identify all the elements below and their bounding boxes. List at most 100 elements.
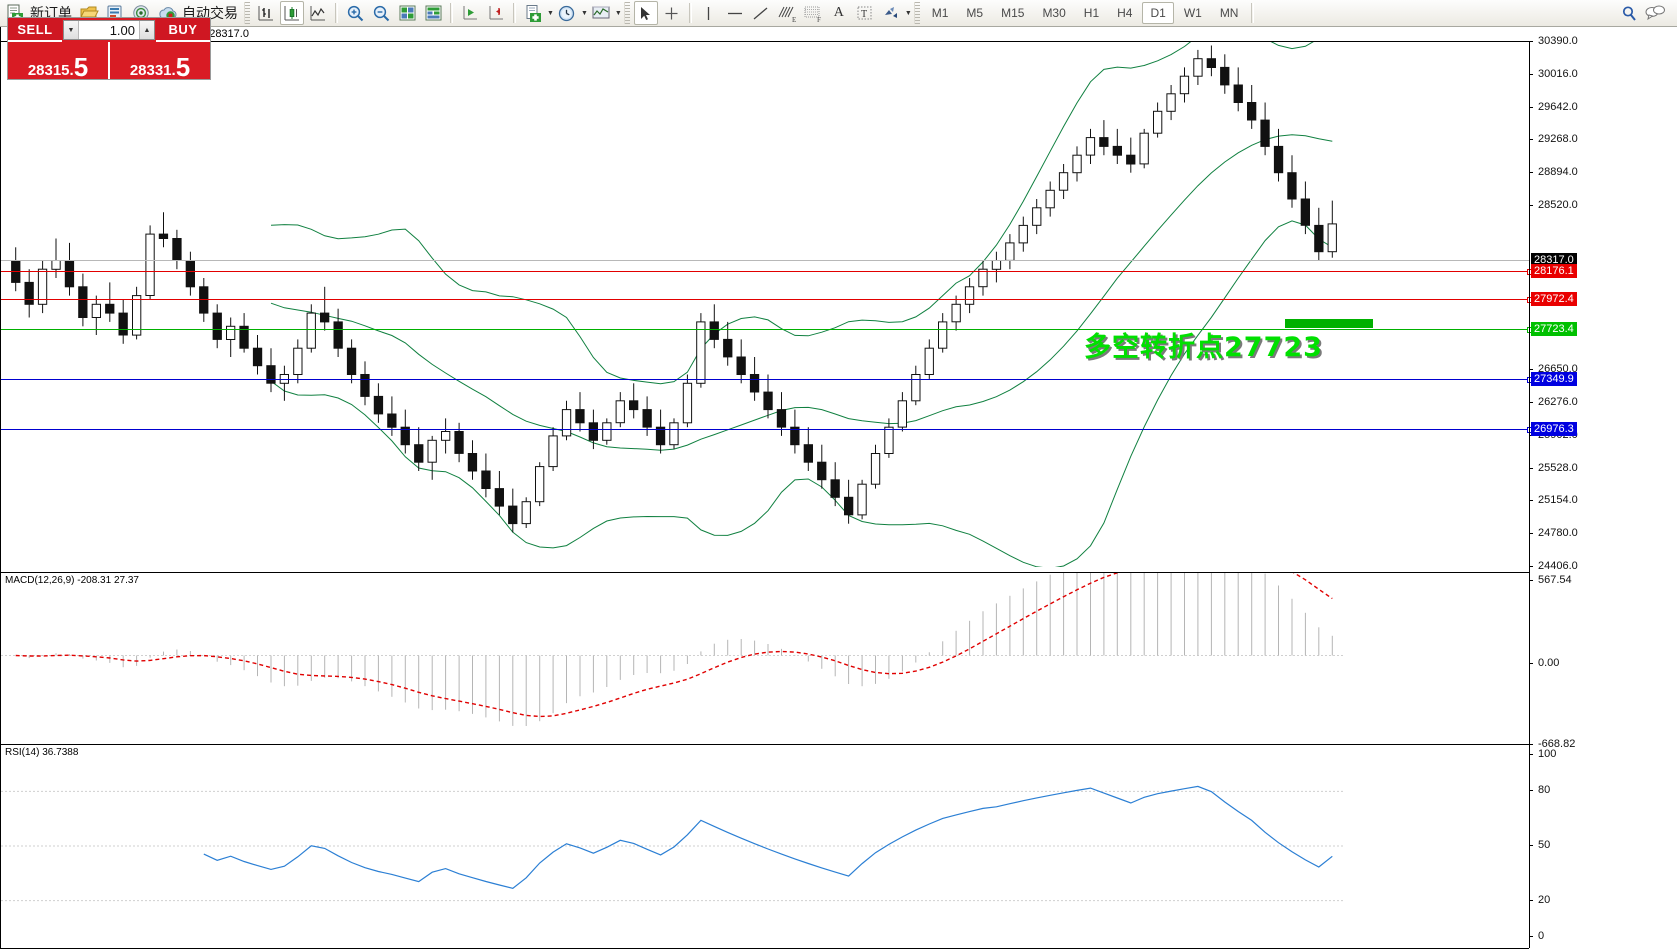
candlestick-chart-icon[interactable] <box>280 1 304 25</box>
shapes-icon[interactable] <box>879 1 903 25</box>
price-tick: 24406.0 <box>1529 560 1578 572</box>
timeframe-mn-button[interactable]: MN <box>1219 6 1239 20</box>
timeframe-h4-button[interactable]: H4 <box>1117 6 1133 20</box>
price-tick: 25528.0 <box>1529 462 1578 474</box>
macd-chart-canvas <box>1 573 1343 726</box>
horizontal-line-icon[interactable] <box>723 1 747 25</box>
elliott-wave-icon[interactable]: E <box>775 1 799 25</box>
svg-text:E: E <box>792 16 796 23</box>
data-window-icon[interactable] <box>421 1 445 25</box>
indicators-dropdown-caret-icon[interactable]: ▼ <box>614 9 622 17</box>
pivot-annotation-text[interactable]: 多空转折点27723 <box>1084 332 1323 363</box>
price-tick: 26276.0 <box>1529 396 1578 408</box>
timeframe-group: M1 M5 M15 M30 H1 H4 D1 W1 MN <box>923 2 1248 24</box>
buy-button[interactable]: BUY <box>156 18 210 42</box>
buy-price-decimal-point: . <box>171 62 176 79</box>
price-badge-horizontal-line[interactable]: 27972.4 <box>1531 292 1577 306</box>
periods-icon[interactable] <box>555 1 579 25</box>
toolbar-grip-2[interactable] <box>623 2 630 24</box>
macd-tick: 0.00 <box>1528 657 1559 669</box>
rsi-label: RSI(14) 36.7388 <box>5 747 79 758</box>
toolbar-separator-4 <box>688 3 692 23</box>
price-tick: 29642.0 <box>1529 101 1578 113</box>
support-line-1[interactable] <box>1 377 1533 383</box>
support-line-2[interactable] <box>1 427 1533 433</box>
templates-dropdown-caret-icon[interactable]: ▼ <box>547 9 554 17</box>
zoom-out-icon[interactable] <box>369 1 393 25</box>
signal-icon[interactable] <box>129 1 153 25</box>
rsi-tick: 20 <box>1528 894 1550 906</box>
sell-price-integer: 28315 <box>27 62 70 79</box>
price-tick: 30390.0 <box>1529 35 1578 47</box>
timeframe-m30-button[interactable]: M30 <box>1042 6 1066 20</box>
cursor-icon[interactable] <box>633 1 658 25</box>
price-badge-horizontal-line[interactable]: 28176.1 <box>1531 264 1577 278</box>
crosshair-icon[interactable] <box>660 1 684 25</box>
one-click-trade-panel[interactable]: SELL ▼ 1.00 ▲ BUY 28315. 5 28331. 5 <box>7 17 211 80</box>
buy-price-fraction: 5 <box>175 51 191 82</box>
price-badge-horizontal-line[interactable]: 27349.9 <box>1531 372 1577 386</box>
price-tick: 24780.0 <box>1529 527 1578 539</box>
price-badge-horizontal-line[interactable]: 27723.4 <box>1531 322 1577 336</box>
auto-scroll-icon[interactable] <box>458 1 482 25</box>
volume-value[interactable]: 1.00 <box>109 22 135 38</box>
price-tick: 30016.0 <box>1529 68 1578 80</box>
toolbar-grip-1[interactable] <box>244 2 250 24</box>
search-icon[interactable] <box>1617 1 1641 25</box>
timeframe-m5-button[interactable]: M5 <box>966 6 984 20</box>
buy-price-integer: 28331 <box>129 62 172 79</box>
toolbar-separator-1 <box>335 3 338 23</box>
price-tick: 29268.0 <box>1529 133 1578 145</box>
tile-windows-icon[interactable] <box>395 1 419 25</box>
macd-pane[interactable]: MACD(12,26,9) -208.31 27.37 <box>1 572 1529 744</box>
text-icon[interactable]: A <box>833 5 844 20</box>
zoom-in-icon[interactable] <box>343 1 367 25</box>
bar-chart-icon[interactable] <box>254 1 278 25</box>
shapes-dropdown-caret-icon[interactable]: ▼ <box>904 9 912 17</box>
timeframe-d1-button[interactable]: D1 <box>1142 2 1174 24</box>
annotation-highlight-bar <box>1285 319 1373 328</box>
timeframe-m1-button[interactable]: M1 <box>931 6 949 20</box>
toolbar-separator-2 <box>450 3 453 23</box>
timeframe-w1-button[interactable]: W1 <box>1183 6 1202 20</box>
line-chart-icon[interactable] <box>306 1 330 25</box>
toolbar-separator-5 <box>1251 3 1255 23</box>
timeframe-m15-button[interactable]: M15 <box>1001 6 1025 20</box>
sell-button[interactable]: SELL <box>8 18 62 42</box>
rsi-tick: 100 <box>1528 748 1556 760</box>
open-chart-icon[interactable] <box>103 1 127 25</box>
toolbar-grip-3[interactable] <box>913 2 920 24</box>
sell-price[interactable]: 28315. 5 <box>8 42 110 82</box>
fibonacci-icon[interactable]: F <box>801 1 825 25</box>
rsi-pane[interactable]: RSI(14) 36.7388 <box>1 744 1529 948</box>
trend-line-icon[interactable] <box>749 1 773 25</box>
text-label-icon[interactable]: T <box>853 1 877 25</box>
price-badge-last-price[interactable]: 28317.0 <box>1531 253 1577 267</box>
sell-price-fraction: 5 <box>73 51 89 82</box>
price-scale[interactable]: 30390.0 30016.0 29642.0 29268.0 28894.0 28520… <box>1528 35 1677 948</box>
last-price-line <box>1 260 1529 261</box>
price-tick: 25154.0 <box>1529 494 1578 506</box>
indicators-icon[interactable] <box>589 1 613 25</box>
price-pane[interactable] <box>1 41 1529 567</box>
resistance-line-1[interactable] <box>1 269 1533 275</box>
vertical-line-icon[interactable] <box>697 1 721 25</box>
chart-window[interactable]: HK50-,Daily 28316.0 28582.0 27931.0 2831… <box>0 27 1677 949</box>
volume-increase-button[interactable]: ▲ <box>139 21 154 39</box>
resistance-line-2[interactable] <box>1 297 1533 303</box>
rsi-tick: 0 <box>1528 930 1544 942</box>
chart-shift-icon[interactable] <box>484 1 508 25</box>
templates-icon[interactable] <box>521 1 545 25</box>
volume-decrease-button[interactable]: ▼ <box>64 21 79 39</box>
periods-dropdown-caret-icon[interactable]: ▼ <box>580 9 588 17</box>
price-chart-canvas <box>11 42 1337 567</box>
macd-tick: 567.54 <box>1529 574 1572 586</box>
volume-stepper[interactable]: ▼ 1.00 ▲ <box>63 20 155 40</box>
chat-icon[interactable] <box>1643 1 1667 25</box>
buy-price[interactable]: 28331. 5 <box>110 42 210 82</box>
main-toolbar: 新订单 <box>0 0 1677 27</box>
price-badge-horizontal-line[interactable]: 26976.3 <box>1531 422 1577 436</box>
macd-tick: -668.82 <box>1528 738 1575 750</box>
timeframe-h1-button[interactable]: H1 <box>1083 6 1100 20</box>
